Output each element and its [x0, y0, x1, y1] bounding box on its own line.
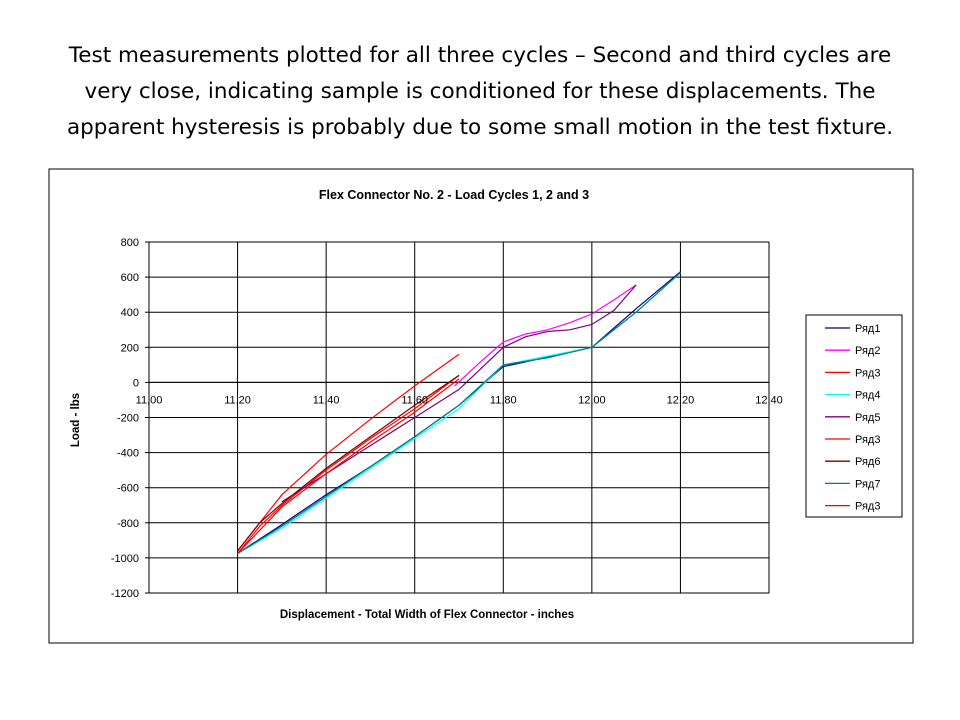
legend-box [805, 314, 903, 518]
legend-label-8: Ряд7 [855, 478, 880, 490]
legend-label-5: Ряд5 [855, 412, 880, 424]
legend-label-1: Ряд1 [855, 323, 880, 335]
y-tick-label: 800 [121, 237, 139, 249]
legend-label-7: Ряд6 [855, 456, 880, 468]
x-axis-label: Displacement - Total Width of Flex Conne… [280, 609, 574, 621]
series-line-5 [281, 284, 637, 503]
y-tick-label: 200 [121, 342, 139, 354]
legend-label-3: Ряд3 [855, 367, 880, 379]
y-tick-label: -1000 [111, 553, 139, 565]
x-tick-label: 11,80 [490, 394, 517, 406]
series-line-6 [237, 353, 460, 552]
legend-label-6: Ряд3 [855, 434, 880, 446]
series-line-7 [237, 374, 460, 552]
chart-title: Flex Connector No. 2 - Load Cycles 1, 2 … [319, 188, 589, 202]
y-tick-label: -200 [117, 413, 139, 425]
legend-label-2: Ряд2 [855, 345, 880, 357]
y-tick-label: -800 [117, 518, 139, 530]
y-tick-label: 400 [121, 307, 139, 319]
y-axis-label: Load - lbs [70, 393, 82, 447]
x-tick-label: 11,40 [313, 394, 340, 406]
caption-line-1: Test measurements plotted for all three … [68, 43, 892, 68]
series-line-2 [454, 284, 637, 387]
series-line-3 [237, 374, 460, 554]
y-tick-label: 0 [133, 377, 139, 389]
series-group [237, 271, 681, 555]
x-tick-labels: 11,00 11,20 11,40 11,60 11,80 12,00 12,20 12,40 [136, 394, 783, 406]
y-tick-label: -1200 [111, 588, 139, 600]
x-tick-label: 12,20 [667, 394, 695, 406]
x-tick-label: 12,00 [578, 394, 606, 406]
slide-caption: Test measurements plotted for all three … [20, 38, 940, 146]
series-line-9 [237, 378, 460, 554]
legend-label-4: Ряд4 [855, 390, 880, 402]
x-tick-label: 11,20 [224, 394, 251, 406]
y-tick-label: 600 [121, 272, 139, 284]
caption-line-2: very close, indicating sample is conditi… [84, 79, 876, 104]
legend: Ряд1 Ряд2 Ряд3 Ряд4 Ряд5 Ряд3 Ряд6 Ряд7 Ряд3 [825, 323, 880, 513]
y-tick-label: -600 [117, 483, 139, 495]
x-tick-label: 11,00 [136, 394, 163, 406]
y-tick-label: -400 [117, 448, 139, 460]
caption-line-3: apparent hysteresis is probably due to s… [66, 115, 894, 140]
x-tick-label: 12,40 [755, 394, 783, 406]
x-tick-label: 11,60 [401, 394, 428, 406]
series-line-8 [237, 272, 681, 555]
y-tick-labels: 800 600 400 200 0 -200 -400 -600 -800 -1000 -1200 [111, 237, 139, 600]
legend-label-9: Ряд3 [855, 501, 880, 513]
